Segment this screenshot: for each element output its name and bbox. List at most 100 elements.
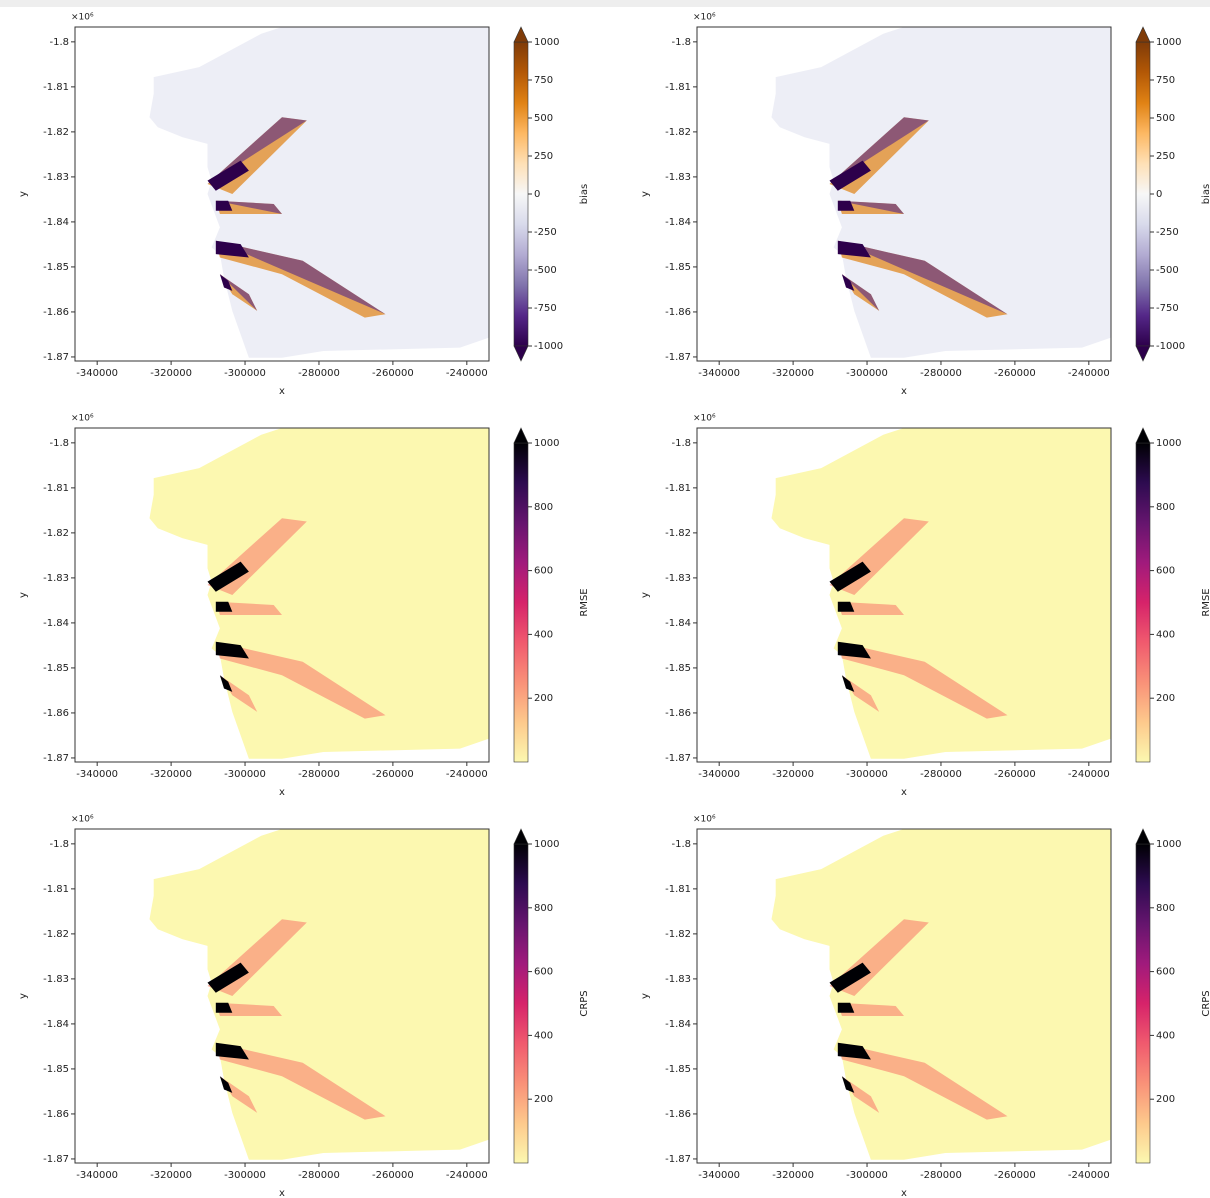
y-tick-label: -1.81 bbox=[43, 483, 69, 494]
x-tick-label: -240000 bbox=[1068, 368, 1110, 379]
y-tick-label: -1.81 bbox=[665, 82, 691, 93]
colorbar-tick-label: 750 bbox=[1156, 75, 1175, 86]
x-tick-label: -300000 bbox=[224, 1170, 266, 1181]
colorbar bbox=[1135, 41, 1151, 347]
axes-frame bbox=[696, 427, 1112, 763]
axes-frame bbox=[74, 26, 490, 362]
colorbar-extend-max bbox=[1135, 427, 1151, 444]
y-tick-label: -1.85 bbox=[665, 663, 691, 674]
plume-core bbox=[841, 1076, 855, 1093]
y-tick-label: -1.82 bbox=[43, 528, 69, 539]
ice-region bbox=[149, 428, 489, 759]
x-tick-label: -340000 bbox=[698, 368, 740, 379]
colorbar-tick-label: -1000 bbox=[1156, 341, 1185, 352]
colorbar-tick-label: 250 bbox=[534, 151, 553, 162]
y-tick-label: -1.8 bbox=[49, 37, 69, 48]
x-tick-label: -240000 bbox=[1068, 1170, 1110, 1181]
colorbar-tick-label: 1000 bbox=[1156, 438, 1181, 449]
plume bbox=[215, 1002, 282, 1016]
colorbar-label: bias bbox=[1201, 184, 1210, 204]
x-axis-label: x bbox=[279, 787, 285, 798]
plume-core bbox=[829, 561, 871, 592]
y-tick-label: -1.8 bbox=[49, 839, 69, 850]
colorbar bbox=[513, 442, 529, 763]
colorbar-tick-label: 600 bbox=[534, 967, 553, 978]
x-tick-label: -260000 bbox=[372, 368, 414, 379]
y-offset: ×10⁶ bbox=[693, 815, 716, 825]
y-axis-label: y bbox=[640, 993, 651, 999]
y-tick-label: -1.86 bbox=[665, 307, 691, 318]
plume bbox=[837, 1002, 904, 1016]
x-tick-label: -260000 bbox=[372, 1170, 414, 1181]
x-tick-label: -340000 bbox=[698, 1170, 740, 1181]
colorbar-extend-max bbox=[513, 828, 529, 845]
colorbar bbox=[1135, 442, 1151, 763]
colorbar-label: CRPS bbox=[1201, 990, 1210, 1016]
y-tick-label: -1.8 bbox=[671, 438, 691, 449]
x-tick-label: -320000 bbox=[772, 1170, 814, 1181]
plume-core bbox=[837, 601, 855, 612]
colorbar-extend-max bbox=[1135, 828, 1151, 845]
y-axis-label: y bbox=[18, 191, 29, 197]
x-tick-label: -300000 bbox=[846, 368, 888, 379]
colorbar-extend-min bbox=[513, 345, 529, 362]
y-tick-label: -1.86 bbox=[43, 307, 69, 318]
x-tick-label: -280000 bbox=[298, 368, 340, 379]
plume bbox=[837, 641, 1008, 719]
colorbar-tick-label: 800 bbox=[534, 903, 553, 914]
y-tick-label: -1.82 bbox=[43, 127, 69, 138]
x-tick-label: -240000 bbox=[446, 1170, 488, 1181]
axes-frame bbox=[74, 828, 490, 1164]
y-tick-label: -1.84 bbox=[665, 618, 691, 629]
plume-core bbox=[829, 160, 871, 191]
colorbar-tick-label: 400 bbox=[1156, 629, 1175, 640]
y-tick-label: -1.85 bbox=[43, 1064, 69, 1075]
x-tick-label: -320000 bbox=[150, 1170, 192, 1181]
x-tick-label: -280000 bbox=[920, 368, 962, 379]
y-tick-label: -1.85 bbox=[665, 262, 691, 273]
colorbar-tick-label: 400 bbox=[534, 629, 553, 640]
y-tick-label: -1.87 bbox=[43, 753, 69, 764]
plume bbox=[837, 601, 904, 615]
y-tick-label: -1.85 bbox=[43, 262, 69, 273]
x-tick-label: -240000 bbox=[1068, 769, 1110, 780]
colorbar bbox=[1135, 843, 1151, 1164]
colorbar-tick-label: 600 bbox=[534, 566, 553, 577]
x-tick-label: -280000 bbox=[298, 1170, 340, 1181]
colorbar-tick-label: 500 bbox=[1156, 113, 1175, 124]
plume bbox=[215, 240, 386, 318]
ice-region bbox=[771, 428, 1111, 759]
y-tick-label: -1.83 bbox=[43, 573, 69, 584]
y-tick-label: -1.81 bbox=[43, 884, 69, 895]
plume-core bbox=[219, 675, 233, 692]
x-tick-label: -240000 bbox=[446, 368, 488, 379]
y-tick-label: -1.81 bbox=[665, 483, 691, 494]
plume bbox=[215, 601, 282, 615]
plume-core bbox=[837, 200, 855, 211]
plume-core bbox=[207, 160, 249, 191]
colorbar-tick-label: 1000 bbox=[1156, 37, 1181, 48]
plume-core bbox=[837, 1002, 855, 1013]
colorbar-tick-label: 1000 bbox=[534, 438, 559, 449]
y-tick-label: -1.86 bbox=[43, 1109, 69, 1120]
ice-region bbox=[771, 27, 1111, 358]
y-offset: ×10⁶ bbox=[71, 414, 94, 424]
colorbar-tick-label: 200 bbox=[1156, 1094, 1175, 1105]
x-tick-label: -260000 bbox=[994, 1170, 1036, 1181]
y-tick-label: -1.86 bbox=[43, 708, 69, 719]
plume-low bbox=[837, 200, 904, 214]
colorbar-tick-label: 250 bbox=[1156, 151, 1175, 162]
colorbar bbox=[513, 41, 529, 347]
colorbar-tick-label: 600 bbox=[1156, 967, 1175, 978]
plume-core bbox=[215, 601, 233, 612]
y-tick-label: -1.82 bbox=[665, 528, 691, 539]
colorbar-tick-label: 200 bbox=[1156, 693, 1175, 704]
y-tick-label: -1.83 bbox=[43, 974, 69, 985]
y-tick-label: -1.84 bbox=[43, 1019, 69, 1030]
x-tick-label: -340000 bbox=[76, 368, 118, 379]
y-tick-label: -1.85 bbox=[43, 663, 69, 674]
y-tick-label: -1.86 bbox=[665, 1109, 691, 1120]
x-axis-label: x bbox=[901, 1188, 907, 1198]
colorbar-extend-min bbox=[1135, 345, 1151, 362]
top-band bbox=[0, 0, 1210, 7]
